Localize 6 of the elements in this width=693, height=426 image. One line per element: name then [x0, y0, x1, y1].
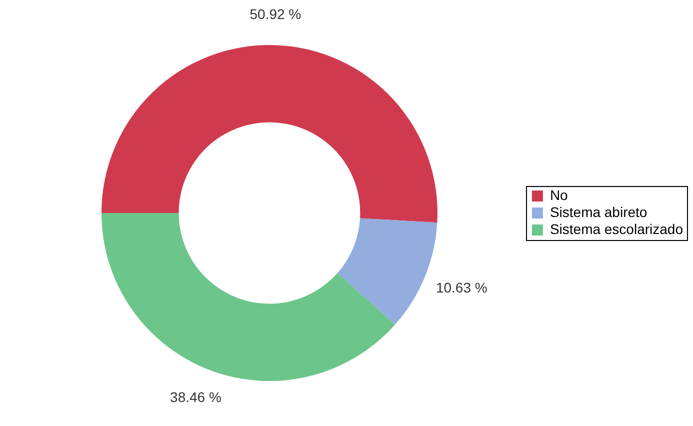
legend-label: No [550, 186, 568, 203]
data-label: 38.46 % [170, 388, 222, 405]
data-label: 10.63 % [436, 279, 488, 296]
legend-label: Sistema escolarizado [550, 220, 684, 237]
data-label: 50.92 % [250, 6, 302, 22]
legend-label: Sistema abireto [550, 204, 648, 220]
